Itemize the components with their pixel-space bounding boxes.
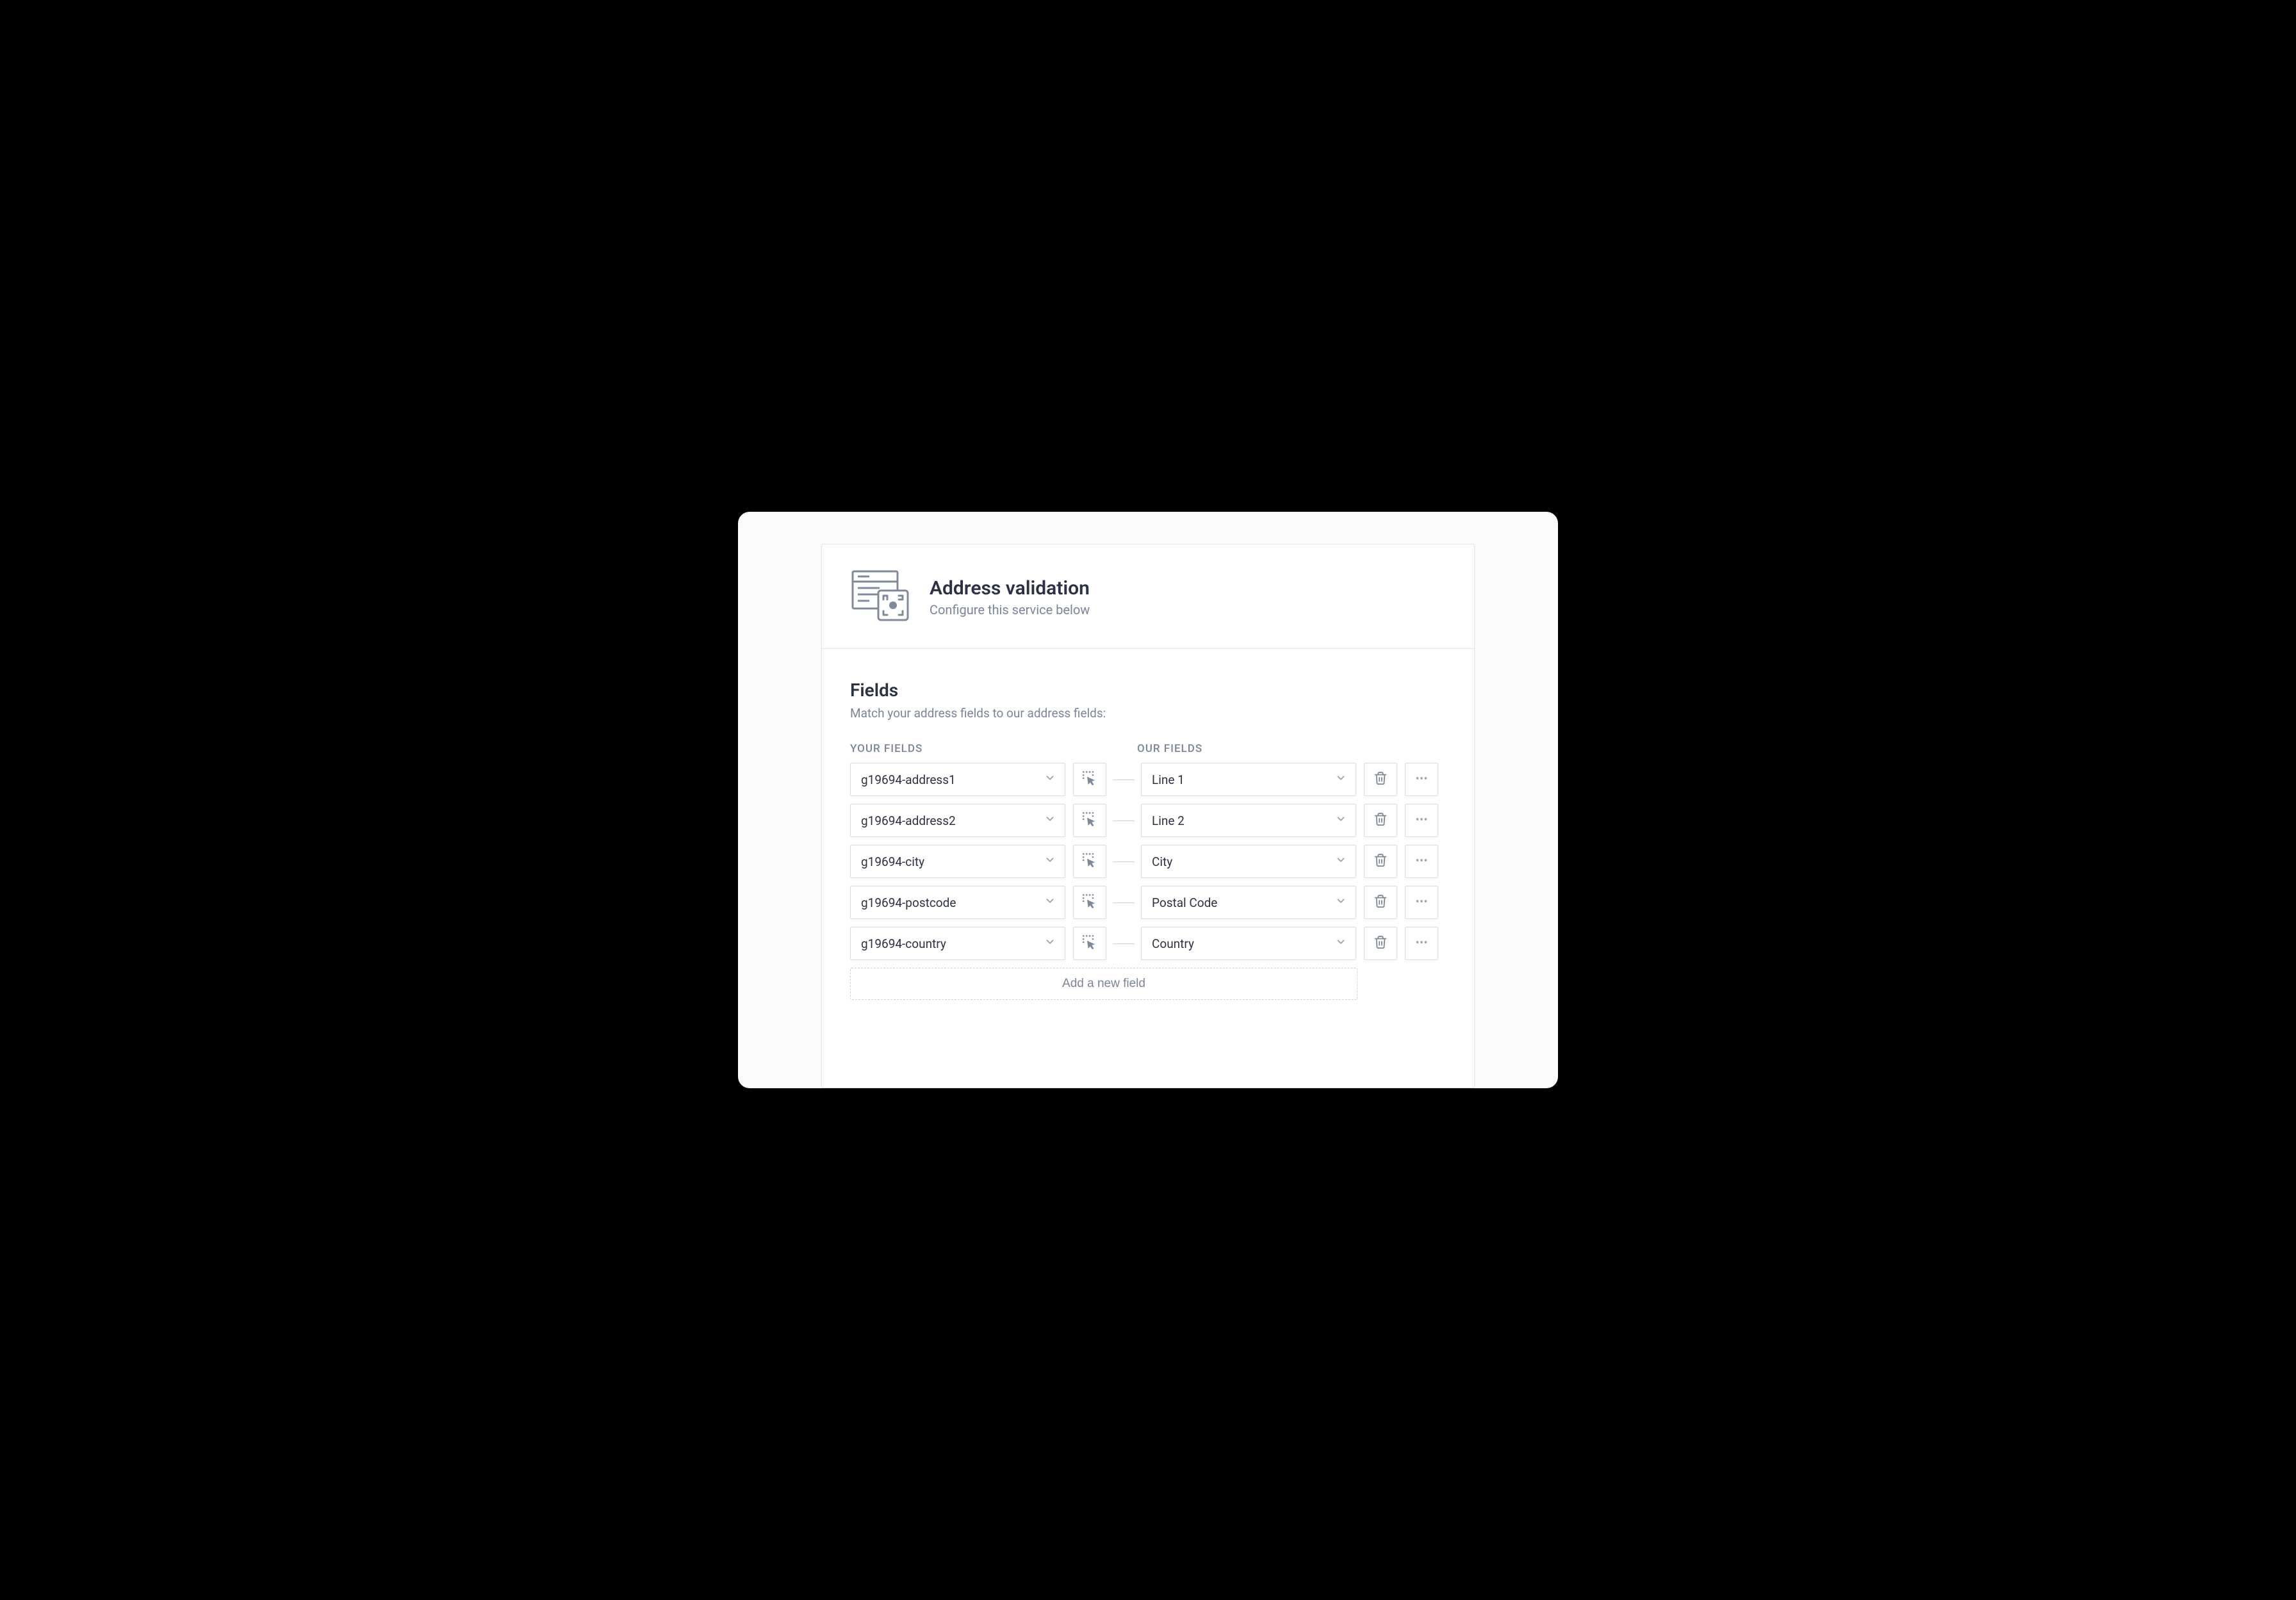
element-picker-button[interactable] <box>1073 763 1106 796</box>
more-options-button[interactable] <box>1405 886 1438 919</box>
chevron-down-icon <box>1335 772 1347 787</box>
chevron-down-icon <box>1044 854 1056 869</box>
delete-button[interactable] <box>1364 927 1397 960</box>
our-field-value: Line 1 <box>1152 772 1185 787</box>
trash-icon <box>1374 935 1388 952</box>
our-field-select[interactable]: Line 1 <box>1141 763 1356 796</box>
columns-header: YOUR FIELDS OUR FIELDS <box>850 742 1446 755</box>
field-row: g19694-country Country <box>850 927 1446 960</box>
connector-line <box>1113 820 1135 821</box>
your-field-select[interactable]: g19694-city <box>850 845 1065 878</box>
our-field-select[interactable]: Postal Code <box>1141 886 1356 919</box>
chevron-down-icon <box>1044 772 1056 787</box>
your-field-select[interactable]: g19694-address2 <box>850 804 1065 837</box>
picker-icon <box>1081 811 1098 830</box>
our-field-value: Postal Code <box>1152 895 1217 910</box>
your-field-value: g19694-address2 <box>861 813 956 828</box>
page-subtitle: Configure this service below <box>930 602 1090 617</box>
connector-line <box>1113 861 1135 862</box>
element-picker-button[interactable] <box>1073 927 1106 960</box>
your-fields-label: YOUR FIELDS <box>850 742 1073 755</box>
element-picker-button[interactable] <box>1073 845 1106 878</box>
your-field-value: g19694-address1 <box>861 772 956 787</box>
delete-button[interactable] <box>1364 763 1397 796</box>
our-field-select[interactable]: Line 2 <box>1141 804 1356 837</box>
your-field-select[interactable]: g19694-postcode <box>850 886 1065 919</box>
delete-button[interactable] <box>1364 845 1397 878</box>
field-rows: g19694-address1 Line 1 g19694-address2 Line… <box>850 763 1446 960</box>
your-field-select[interactable]: g19694-country <box>850 927 1065 960</box>
delete-button[interactable] <box>1364 804 1397 837</box>
address-validation-icon <box>850 569 912 625</box>
delete-button[interactable] <box>1364 886 1397 919</box>
picker-icon <box>1081 893 1098 912</box>
our-fields-label: OUR FIELDS <box>1137 742 1202 755</box>
field-row: g19694-postcode Postal Code <box>850 886 1446 919</box>
picker-icon <box>1081 934 1098 953</box>
picker-icon <box>1081 770 1098 789</box>
our-field-value: Line 2 <box>1152 813 1185 828</box>
chevron-down-icon <box>1044 813 1056 828</box>
trash-icon <box>1374 812 1388 829</box>
card-header: Address validation Configure this servic… <box>822 544 1474 649</box>
chevron-down-icon <box>1044 936 1056 951</box>
more-options-button[interactable] <box>1405 927 1438 960</box>
chevron-down-icon <box>1044 895 1056 910</box>
element-picker-button[interactable] <box>1073 886 1106 919</box>
config-card: Address validation Configure this servic… <box>821 544 1475 1088</box>
more-icon <box>1414 894 1429 911</box>
your-field-value: g19694-city <box>861 854 924 869</box>
chevron-down-icon <box>1335 895 1347 910</box>
section-title: Fields <box>850 680 1446 701</box>
more-icon <box>1414 935 1429 952</box>
section-description: Match your address fields to our address… <box>850 706 1446 721</box>
connector-line <box>1113 902 1135 903</box>
chevron-down-icon <box>1335 813 1347 828</box>
our-field-value: City <box>1152 854 1172 869</box>
add-field-label: Add a new field <box>1062 977 1145 991</box>
trash-icon <box>1374 894 1388 911</box>
more-icon <box>1414 853 1429 870</box>
chevron-down-icon <box>1335 936 1347 951</box>
header-text: Address validation Configure this servic… <box>930 577 1090 617</box>
more-options-button[interactable] <box>1405 763 1438 796</box>
more-icon <box>1414 771 1429 788</box>
your-field-value: g19694-country <box>861 936 946 951</box>
field-row: g19694-address1 Line 1 <box>850 763 1446 796</box>
more-options-button[interactable] <box>1405 804 1438 837</box>
field-row: g19694-address2 Line 2 <box>850 804 1446 837</box>
trash-icon <box>1374 771 1388 788</box>
page-background: Address validation Configure this servic… <box>738 512 1558 1088</box>
trash-icon <box>1374 853 1388 870</box>
your-field-select[interactable]: g19694-address1 <box>850 763 1065 796</box>
chevron-down-icon <box>1335 854 1347 869</box>
our-field-value: Country <box>1152 936 1194 951</box>
our-field-select[interactable]: City <box>1141 845 1356 878</box>
connector-line <box>1113 943 1135 944</box>
element-picker-button[interactable] <box>1073 804 1106 837</box>
add-field-button[interactable]: Add a new field <box>850 968 1357 1000</box>
our-field-select[interactable]: Country <box>1141 927 1356 960</box>
card-body: Fields Match your address fields to our … <box>822 649 1474 1000</box>
page-title: Address validation <box>930 577 1090 600</box>
your-field-value: g19694-postcode <box>861 895 956 910</box>
more-options-button[interactable] <box>1405 845 1438 878</box>
more-icon <box>1414 812 1429 829</box>
picker-icon <box>1081 852 1098 871</box>
field-row: g19694-city City <box>850 845 1446 878</box>
